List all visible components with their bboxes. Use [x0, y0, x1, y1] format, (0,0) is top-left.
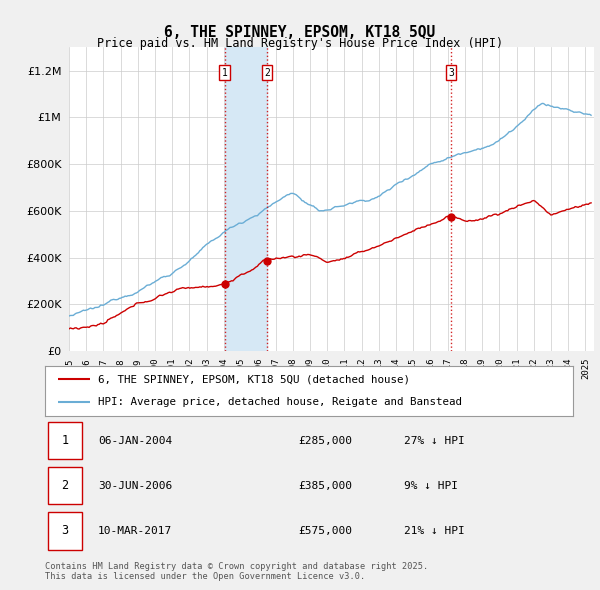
Text: 30-JUN-2006: 30-JUN-2006	[98, 481, 172, 491]
FancyBboxPatch shape	[47, 512, 82, 550]
Text: Contains HM Land Registry data © Crown copyright and database right 2025.
This d: Contains HM Land Registry data © Crown c…	[45, 562, 428, 581]
Text: 9% ↓ HPI: 9% ↓ HPI	[404, 481, 458, 491]
Text: £285,000: £285,000	[298, 436, 352, 445]
Text: Price paid vs. HM Land Registry's House Price Index (HPI): Price paid vs. HM Land Registry's House …	[97, 37, 503, 50]
Text: 6, THE SPINNEY, EPSOM, KT18 5QU: 6, THE SPINNEY, EPSOM, KT18 5QU	[164, 25, 436, 40]
Text: 3: 3	[61, 525, 68, 537]
Text: HPI: Average price, detached house, Reigate and Banstead: HPI: Average price, detached house, Reig…	[98, 398, 462, 408]
Text: 1: 1	[61, 434, 68, 447]
Text: 1: 1	[221, 68, 227, 78]
Text: 2: 2	[264, 68, 270, 78]
Text: 2: 2	[61, 479, 68, 493]
Text: £385,000: £385,000	[298, 481, 352, 491]
Text: 27% ↓ HPI: 27% ↓ HPI	[404, 436, 465, 445]
Bar	[224, 47, 267, 351]
Text: 6, THE SPINNEY, EPSOM, KT18 5QU (detached house): 6, THE SPINNEY, EPSOM, KT18 5QU (detache…	[98, 374, 410, 384]
Text: 10-MAR-2017: 10-MAR-2017	[98, 526, 172, 536]
Text: 3: 3	[448, 68, 454, 78]
Text: 21% ↓ HPI: 21% ↓ HPI	[404, 526, 465, 536]
Text: 06-JAN-2004: 06-JAN-2004	[98, 436, 172, 445]
FancyBboxPatch shape	[47, 422, 82, 459]
FancyBboxPatch shape	[47, 467, 82, 504]
Text: £575,000: £575,000	[298, 526, 352, 536]
